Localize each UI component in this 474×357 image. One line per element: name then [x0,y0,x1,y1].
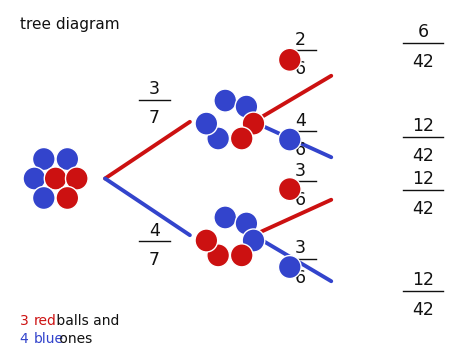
Ellipse shape [278,48,301,71]
Ellipse shape [33,147,55,171]
Ellipse shape [207,127,229,150]
Text: 4: 4 [149,222,160,240]
Text: 42: 42 [412,200,434,218]
Text: 7: 7 [149,251,160,269]
Text: 6: 6 [295,141,306,159]
Text: 3: 3 [295,162,306,180]
Text: 3: 3 [295,240,306,257]
Text: 12: 12 [412,117,434,135]
Ellipse shape [235,212,258,235]
Text: blue: blue [34,332,64,346]
Ellipse shape [278,178,301,201]
Text: 3: 3 [149,80,160,98]
Ellipse shape [278,256,301,278]
Text: 4: 4 [20,332,33,346]
Ellipse shape [214,89,237,112]
Text: 2: 2 [295,30,306,49]
Text: 6: 6 [295,269,306,287]
Ellipse shape [23,167,46,190]
Text: ones: ones [55,332,92,346]
Text: 6: 6 [418,24,428,41]
Text: 42: 42 [412,147,434,165]
Ellipse shape [278,128,301,151]
Ellipse shape [207,244,229,267]
Text: 4: 4 [295,112,306,130]
Ellipse shape [242,112,265,135]
Text: red: red [34,314,56,328]
Text: 6: 6 [295,191,306,209]
Ellipse shape [214,206,237,229]
Ellipse shape [44,167,67,190]
Ellipse shape [195,112,218,135]
Ellipse shape [65,167,88,190]
Text: 12: 12 [412,271,434,290]
Text: 12: 12 [412,170,434,188]
Ellipse shape [195,229,218,252]
Text: 3: 3 [20,314,33,328]
Ellipse shape [33,186,55,210]
Ellipse shape [242,229,265,252]
Ellipse shape [56,186,79,210]
Ellipse shape [230,244,253,267]
Text: 42: 42 [412,301,434,319]
Text: 42: 42 [412,53,434,71]
Ellipse shape [230,127,253,150]
Text: balls and: balls and [52,314,119,328]
Text: tree diagram: tree diagram [20,17,120,32]
Text: 6: 6 [295,60,306,78]
Ellipse shape [235,95,258,118]
Ellipse shape [56,147,79,171]
Text: 7: 7 [149,110,160,127]
